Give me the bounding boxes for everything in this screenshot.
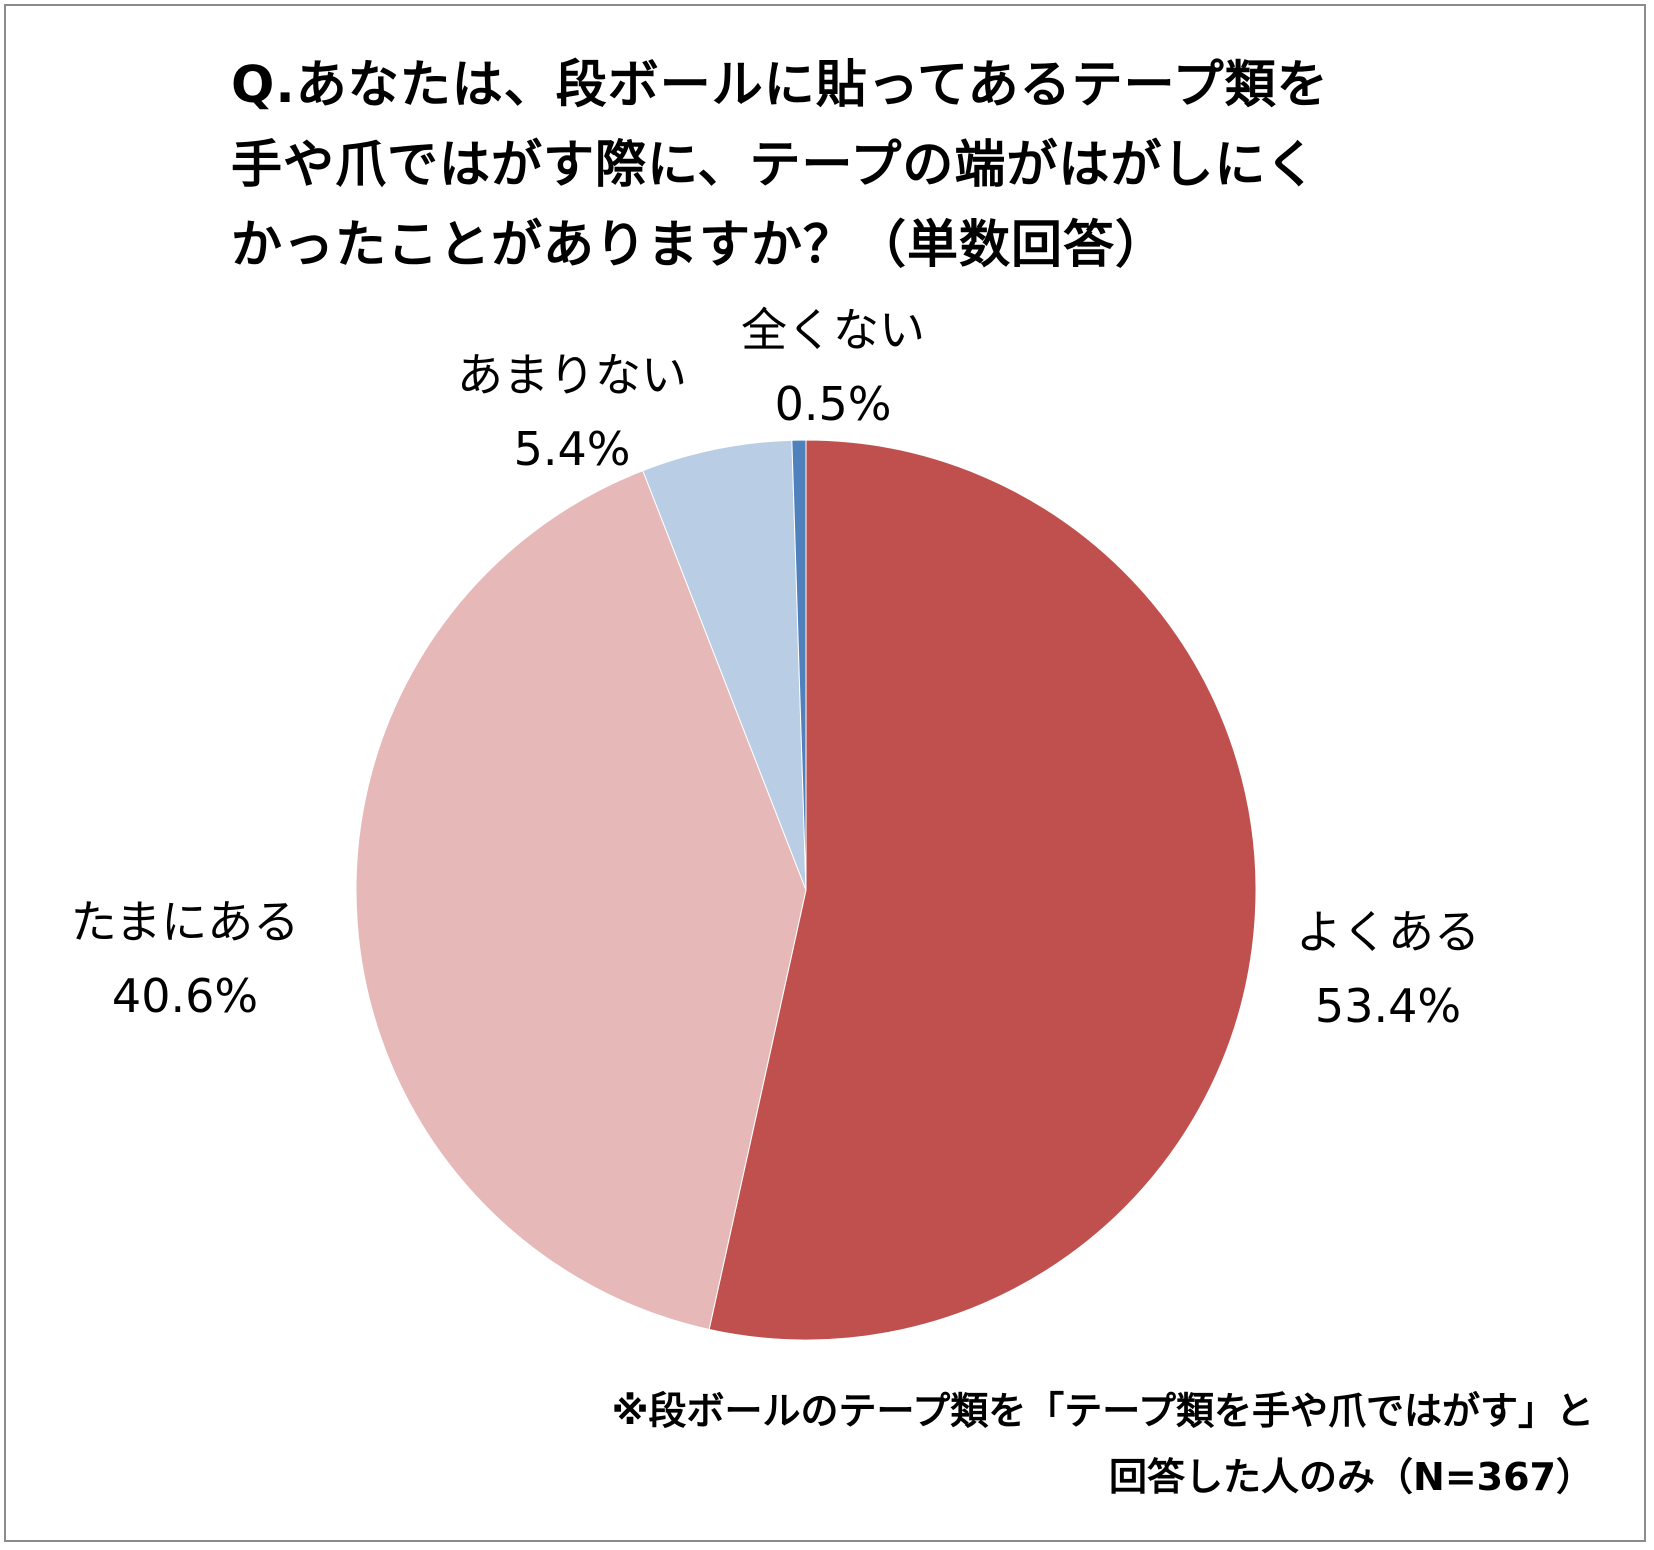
pie-slices: [355, 439, 1257, 1341]
chart-title: Q.あなたは、段ボールに貼ってあるテープ類を 手や爪ではがす際に、テープの端がは…: [231, 46, 1491, 286]
slice-label-tama-ni-aru: たまにある 40.6%: [71, 885, 300, 1033]
chart-title-line-2: 手や爪ではがす際に、テープの端がはがしにく: [231, 136, 1318, 195]
slice-category-mattaku-nai: 全くない: [741, 303, 925, 357]
footnote-line-2: 回答した人のみ（N=367）: [1109, 1455, 1594, 1499]
slice-value-yoku-aru: 53.4%: [1314, 979, 1462, 1033]
pie-slice-mattaku-nai: [791, 439, 807, 891]
slice-label-mattaku-nai: 全くない 0.5%: [741, 293, 925, 441]
slice-value-tama-ni-aru: 40.6%: [111, 969, 259, 1023]
slice-value-amari-nai: 5.4%: [513, 422, 631, 476]
slice-category-tama-ni-aru: たまにある: [70, 895, 300, 949]
slice-category-amari-nai: あまりない: [457, 348, 687, 402]
pie-slice-amari-nai: [642, 439, 807, 891]
slice-value-mattaku-nai: 0.5%: [774, 377, 892, 431]
pie-slice-yoku-aru: [708, 439, 1257, 1341]
chart-title-line-3: かったことがありますか？（単数回答）: [231, 216, 1168, 275]
slice-label-amari-nai: あまりない 5.4%: [457, 338, 687, 486]
slice-label-yoku-aru: よくある 53.4%: [1296, 895, 1480, 1043]
chart-title-line-1: Q.あなたは、段ボールに貼ってあるテープ類を: [231, 56, 1329, 115]
footnote-line-1: ※段ボールのテープ類を「テープ類を手や爪ではがす」と: [611, 1389, 1594, 1433]
pie-slice-tama-ni-aru: [355, 469, 807, 1331]
slice-category-yoku-aru: よくある: [1296, 905, 1480, 959]
footnote: ※段ボールのテープ類を「テープ類を手や爪ではがす」と 回答した人のみ（N=367…: [612, 1378, 1594, 1510]
